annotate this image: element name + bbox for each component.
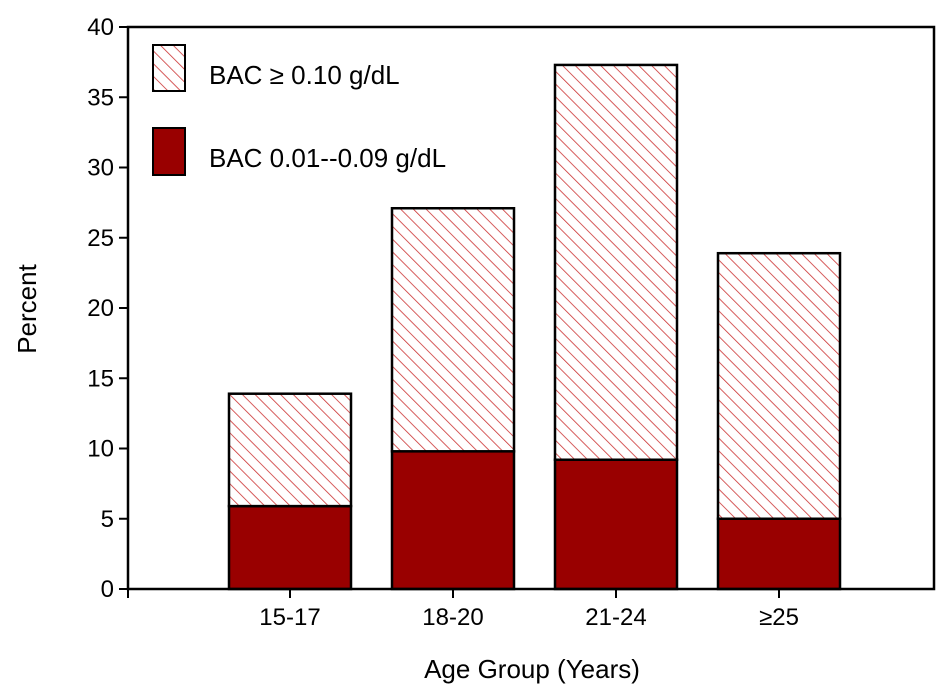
- plot-frame: [126, 25, 936, 591]
- bar-segment-solid: [553, 458, 679, 591]
- bars: [227, 63, 842, 591]
- legend: BAC ≥ 0.10 g/dL BAC 0.01--0.09 g/dL: [152, 44, 446, 176]
- legend-swatch-hatched: [152, 44, 186, 92]
- y-tick-label: 5: [101, 506, 114, 533]
- x-tick-label: ≥25: [759, 604, 799, 631]
- legend-label-hatched: BAC ≥ 0.10 g/dL: [209, 60, 400, 90]
- x-tick-label: 21-24: [585, 604, 646, 631]
- y-tick-label: 20: [87, 295, 114, 322]
- bar-segment-hatched: [716, 251, 842, 521]
- bar-segment-hatched: [227, 392, 353, 508]
- bar-segment-solid: [716, 517, 842, 591]
- y-axis-ticks: 0 5 10 15 20 25 30 35 40: [87, 14, 128, 603]
- y-axis-title: Percent: [12, 263, 42, 353]
- bar-segment-solid: [390, 450, 516, 591]
- legend-swatch-solid: [152, 127, 186, 176]
- y-tick-label: 15: [87, 365, 114, 392]
- bar-segment-hatched: [553, 63, 679, 461]
- y-tick-label: 35: [87, 84, 114, 111]
- x-tick-label: 18-20: [422, 604, 483, 631]
- y-tick-label: 40: [87, 14, 114, 41]
- y-tick-label: 10: [87, 436, 114, 463]
- bar-segment-solid: [227, 504, 353, 591]
- x-axis-ticks: 15-17 18-20 21-24 ≥25: [127, 589, 799, 631]
- y-tick-label: 0: [101, 576, 114, 603]
- y-tick-label: 25: [87, 225, 114, 252]
- x-tick-label: 15-17: [259, 604, 320, 631]
- y-tick-label: 30: [87, 155, 114, 182]
- legend-label-solid: BAC 0.01--0.09 g/dL: [209, 143, 446, 173]
- x-axis-title: Age Group (Years): [424, 654, 640, 684]
- bar-segment-hatched: [390, 206, 516, 453]
